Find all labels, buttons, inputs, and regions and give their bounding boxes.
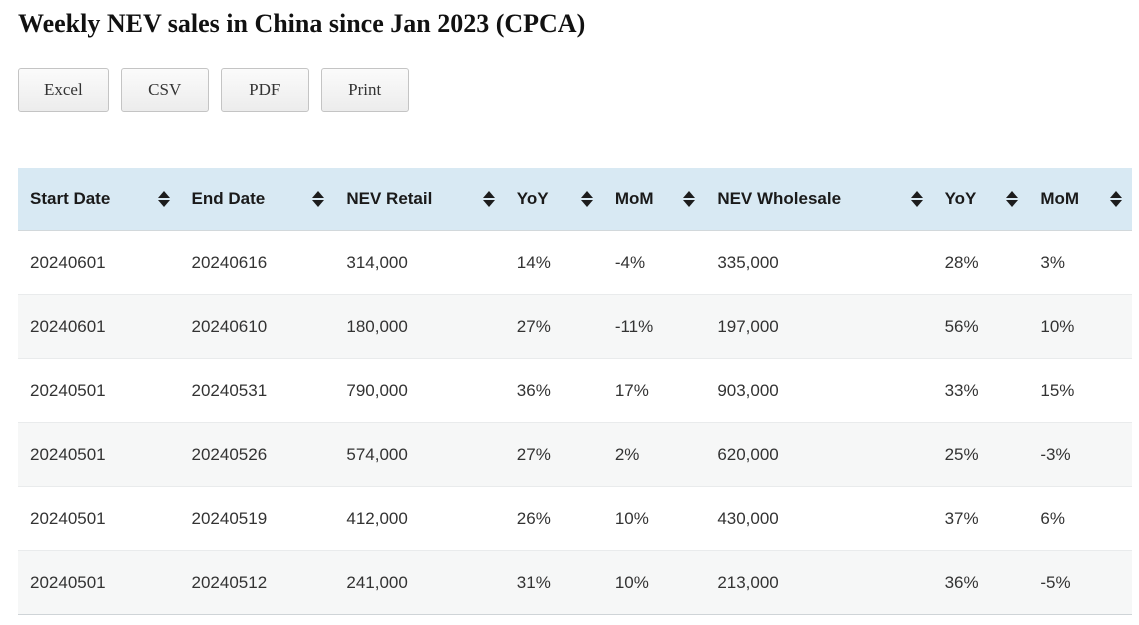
cell-nev-retail: 241,000: [346, 572, 408, 592]
column-label: YoY: [516, 188, 549, 208]
column-label: End Date: [191, 188, 266, 208]
cell-wholesale-mom: 3%: [1040, 252, 1065, 272]
cell-nev-wholesale: 197,000: [717, 316, 779, 336]
cell-wholesale-yoy: 33%: [944, 380, 979, 400]
pdf-button[interactable]: PDF: [220, 67, 309, 112]
cell-nev-retail: 412,000: [346, 508, 408, 528]
page-title: Weekly NEV sales in China since Jan 2023…: [18, 9, 586, 38]
table-row: 20240501 20240526 574,000 27% 2% 620,000…: [18, 422, 1132, 487]
column-header-retail-mom[interactable]: MoM: [602, 167, 706, 231]
column-label: NEV Retail: [346, 188, 433, 208]
cell-end-date: 20240519: [191, 508, 268, 528]
column-header-wholesale-yoy[interactable]: YoY: [932, 167, 1029, 231]
cell-retail-mom: 10%: [614, 508, 649, 528]
sort-icon: [910, 190, 923, 207]
table-row: 20240501 20240512 241,000 31% 10% 213,00…: [18, 550, 1132, 615]
cell-start-date: 20240501: [30, 444, 106, 464]
cell-wholesale-mom: -3%: [1040, 444, 1071, 464]
table-row: 20240501 20240531 790,000 36% 17% 903,00…: [18, 358, 1132, 423]
cell-retail-yoy: 27%: [516, 316, 551, 336]
column-label: MoM: [614, 188, 654, 208]
column-header-retail-yoy[interactable]: YoY: [504, 167, 603, 231]
column-label: Start Date: [30, 188, 111, 208]
cell-nev-wholesale: 213,000: [717, 572, 779, 592]
table-header-row: Start Date End Date NEV Retail YoY MoM N…: [18, 167, 1132, 231]
cell-nev-retail: 790,000: [346, 380, 408, 400]
cell-retail-mom: 17%: [614, 380, 649, 400]
cell-nev-wholesale: 430,000: [717, 508, 779, 528]
cell-wholesale-mom: 6%: [1040, 508, 1065, 528]
cell-wholesale-yoy: 56%: [944, 316, 979, 336]
sort-icon: [312, 190, 325, 207]
cell-wholesale-yoy: 37%: [944, 508, 979, 528]
cell-nev-retail: 180,000: [346, 316, 408, 336]
column-header-nev-retail[interactable]: NEV Retail: [334, 167, 505, 231]
cell-retail-yoy: 27%: [516, 444, 551, 464]
cell-start-date: 20240501: [30, 508, 106, 528]
column-label: NEV Wholesale: [717, 188, 842, 208]
cell-wholesale-mom: 10%: [1040, 316, 1075, 336]
column-header-start-date[interactable]: Start Date: [18, 167, 180, 231]
cell-wholesale-yoy: 36%: [944, 572, 979, 592]
column-header-wholesale-mom[interactable]: MoM: [1028, 167, 1132, 231]
table-row: 20240601 20240610 180,000 27% -11% 197,0…: [18, 294, 1132, 359]
sort-icon: [683, 190, 696, 207]
cell-retail-yoy: 26%: [516, 508, 551, 528]
cell-wholesale-mom: 15%: [1040, 380, 1075, 400]
cell-end-date: 20240512: [191, 572, 268, 592]
cell-retail-mom: 2%: [614, 444, 640, 464]
cell-wholesale-yoy: 28%: [944, 252, 979, 272]
cell-end-date: 20240531: [191, 380, 268, 400]
column-header-nev-wholesale[interactable]: NEV Wholesale: [705, 167, 933, 231]
cell-retail-mom: 10%: [614, 572, 649, 592]
cell-nev-retail: 574,000: [346, 444, 408, 464]
cell-retail-yoy: 31%: [516, 572, 551, 592]
cell-wholesale-mom: -5%: [1040, 572, 1071, 592]
column-label: YoY: [944, 188, 977, 208]
cell-start-date: 20240501: [30, 380, 106, 400]
cell-start-date: 20240601: [30, 316, 106, 336]
cell-nev-wholesale: 620,000: [717, 444, 779, 464]
table-row: 20240501 20240519 412,000 26% 10% 430,00…: [18, 486, 1132, 551]
cell-nev-retail: 314,000: [346, 252, 408, 272]
cell-retail-mom: -11%: [614, 316, 654, 336]
cell-start-date: 20240601: [30, 252, 106, 272]
cell-nev-wholesale: 335,000: [717, 252, 779, 272]
cell-end-date: 20240616: [191, 252, 268, 272]
cell-end-date: 20240610: [191, 316, 268, 336]
cell-retail-mom: -4%: [614, 252, 646, 272]
nev-sales-table: Start Date End Date NEV Retail YoY MoM N…: [18, 167, 1132, 616]
cell-wholesale-yoy: 25%: [944, 444, 979, 464]
print-button[interactable]: Print: [320, 67, 409, 112]
sort-icon: [580, 190, 593, 207]
column-header-end-date[interactable]: End Date: [179, 167, 335, 231]
sort-icon: [1110, 190, 1122, 207]
cell-nev-wholesale: 903,000: [717, 380, 779, 400]
export-toolbar: Excel CSV PDF Print: [18, 67, 1139, 112]
cell-start-date: 20240501: [30, 572, 106, 592]
column-label: MoM: [1040, 188, 1080, 208]
sort-icon: [1006, 190, 1019, 207]
table-row: 20240601 20240616 314,000 14% -4% 335,00…: [18, 230, 1132, 295]
sort-icon: [482, 190, 495, 207]
cell-retail-yoy: 14%: [516, 252, 551, 272]
cell-retail-yoy: 36%: [516, 380, 551, 400]
cell-end-date: 20240526: [191, 444, 268, 464]
sort-icon: [157, 190, 170, 207]
excel-button[interactable]: Excel: [18, 67, 109, 112]
csv-button[interactable]: CSV: [120, 67, 209, 112]
